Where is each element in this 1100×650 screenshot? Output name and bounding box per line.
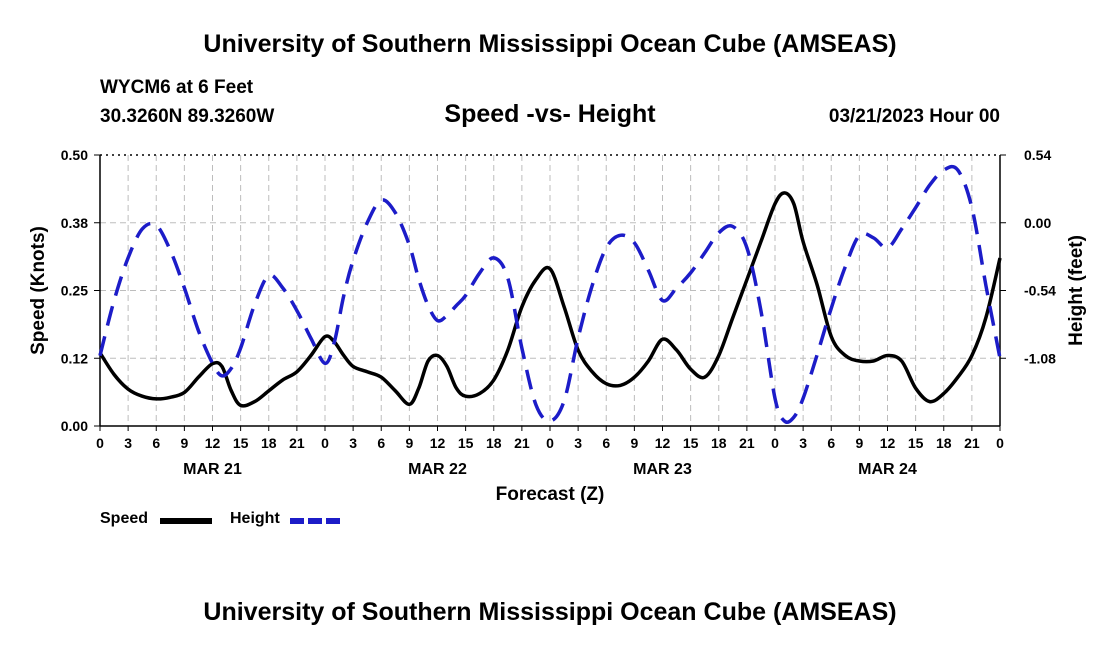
- x-axis-title: Forecast (Z): [496, 484, 605, 505]
- x-tick-label: 6: [827, 435, 835, 451]
- x-tick-label: 18: [936, 435, 952, 451]
- x-tick-label: 3: [124, 435, 132, 451]
- x-tick-label: 12: [880, 435, 896, 451]
- forecast-datetime: 03/21/2023 Hour 00: [828, 106, 1000, 127]
- x-tick-label: 18: [486, 435, 502, 451]
- legend-height-label: Height: [230, 510, 280, 527]
- legend-height-swatch: [290, 518, 342, 524]
- x-tick-label: 6: [152, 435, 160, 451]
- x-tick-label: 9: [855, 435, 863, 451]
- day-label: MAR 23: [633, 461, 692, 478]
- x-tick-label: 0: [771, 435, 779, 451]
- station-name: WYCM6 at 6 Feet: [100, 77, 254, 98]
- x-tick-label: 15: [458, 435, 474, 451]
- page-title: University of Southern Mississippi Ocean…: [203, 30, 897, 58]
- x-tick-label: 18: [711, 435, 727, 451]
- x-tick-label: 9: [630, 435, 638, 451]
- station-coordinates: 30.3260N 89.3260W: [100, 106, 275, 127]
- x-tick-label: 9: [180, 435, 188, 451]
- legend-speed-label: Speed: [100, 510, 149, 527]
- x-tick-label: 12: [430, 435, 446, 451]
- x-tick-label: 0: [546, 435, 554, 451]
- x-tick-label: 18: [261, 435, 277, 451]
- y2-tick-label: 0.54: [1024, 147, 1051, 163]
- x-tick-label: 21: [964, 435, 980, 451]
- x-tick-label: 21: [514, 435, 530, 451]
- x-tick-label: 12: [655, 435, 671, 451]
- x-tick-label: 21: [739, 435, 755, 451]
- y2-tick-label: -0.54: [1024, 283, 1056, 299]
- x-tick-label: 12: [205, 435, 221, 451]
- x-tick-label: 3: [574, 435, 582, 451]
- legend-speed-swatch: [160, 518, 212, 524]
- x-tick-label: 0: [96, 435, 104, 451]
- y-axis-title: Speed (Knots): [28, 226, 49, 355]
- y-tick-label: 0.50: [61, 147, 88, 163]
- day-label: MAR 21: [183, 461, 242, 478]
- x-tick-label: 6: [377, 435, 385, 451]
- y2-axis-title: Height (feet): [1066, 235, 1087, 346]
- y-tick-label: 0.00: [61, 418, 88, 434]
- x-tick-label: 21: [289, 435, 305, 451]
- y2-tick-label: 0.00: [1024, 215, 1051, 231]
- y-tick-label: 0.25: [61, 283, 88, 299]
- speed-series-line: [98, 191, 1002, 408]
- day-label: MAR 24: [858, 461, 917, 478]
- x-tick-label: 15: [233, 435, 249, 451]
- x-tick-label: 15: [683, 435, 699, 451]
- height-series-line: [98, 164, 1002, 424]
- x-tick-label: 0: [321, 435, 329, 451]
- chart-subtitle: Speed -vs- Height: [444, 100, 656, 128]
- x-tick-label: 3: [799, 435, 807, 451]
- y-tick-label: 0.12: [61, 350, 88, 366]
- y-tick-label: 0.38: [61, 215, 88, 231]
- y2-tick-label: -1.08: [1024, 350, 1056, 366]
- x-tick-label: 15: [908, 435, 924, 451]
- x-tick-label: 9: [405, 435, 413, 451]
- day-label: MAR 22: [408, 461, 467, 478]
- x-tick-label: 6: [602, 435, 610, 451]
- footer-title: University of Southern Mississippi Ocean…: [203, 598, 897, 626]
- x-tick-label: 0: [996, 435, 1004, 451]
- x-tick-label: 3: [349, 435, 357, 451]
